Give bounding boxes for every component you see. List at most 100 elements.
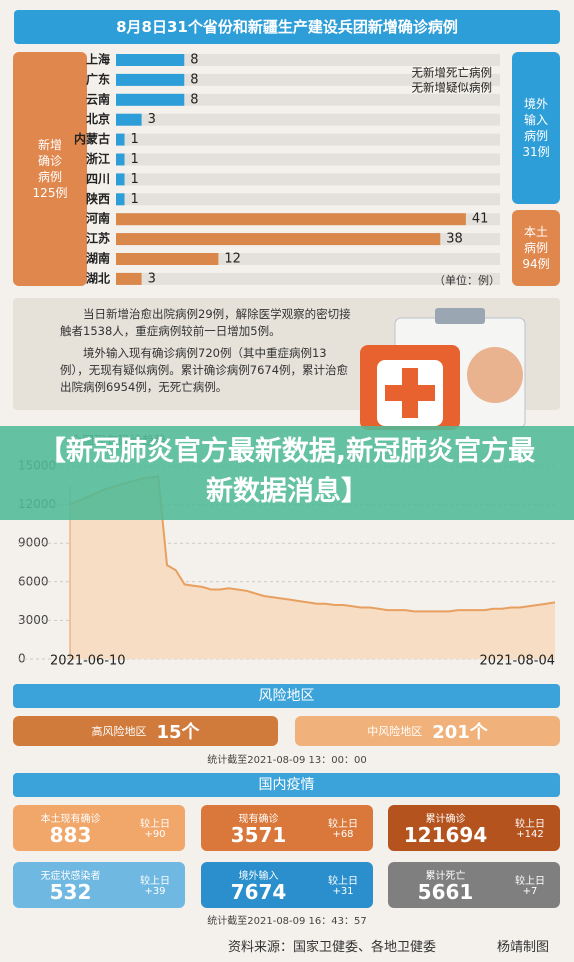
- bar: [116, 54, 185, 66]
- change-label: 较上日: [328, 819, 358, 830]
- bar-track: [116, 173, 500, 186]
- bar-track: [116, 193, 500, 206]
- note: 境外输入现有确诊病例720例（其中重症病例13例），无现有疑似病例。累计确诊病例…: [60, 346, 349, 394]
- category-label: 广东: [86, 71, 110, 86]
- total-box: 新增 确诊 病例 125例: [13, 52, 87, 286]
- stat-label: 无症状感染者: [40, 871, 101, 882]
- category-label: 内蒙古: [74, 131, 110, 146]
- annotation: 无新增死亡病例: [412, 66, 493, 80]
- change-label: 较上日: [515, 876, 545, 887]
- note: 当日新增治愈出院病例29例，解除医学观察的密切接触者1538人，重症病例较前一日…: [60, 307, 351, 338]
- trend-chart: 全国现有确诊趋势030006000900012000150002021-06-1…: [18, 433, 556, 669]
- change-label: 较上日: [515, 819, 545, 830]
- value-label: 1: [131, 132, 139, 147]
- stat-value: 3571: [230, 823, 287, 847]
- stat-value: 532: [49, 880, 92, 904]
- stat-card: 无症状感染者 532 较上日 +39: [13, 862, 185, 908]
- stat-card: 本土现有确诊 883 较上日 +90: [13, 805, 185, 851]
- stat-card: 现有确诊 3571 较上日 +68: [201, 805, 373, 851]
- stat-value: 883: [49, 823, 92, 847]
- category-label: 湖南: [86, 251, 110, 266]
- value-label: 1: [131, 172, 139, 187]
- category-label: 江苏: [86, 231, 110, 246]
- bar-track: [116, 133, 500, 146]
- stat-label: 境外输入: [238, 871, 279, 882]
- bar-track: [116, 54, 500, 66]
- risk-box: 高风险地区 15个: [13, 716, 278, 746]
- stat-label: 累计死亡: [425, 871, 466, 882]
- value-label: 3: [148, 271, 156, 286]
- value-label: 12: [224, 252, 241, 267]
- value-label: 1: [131, 192, 139, 207]
- stat-card: 累计死亡 5661 较上日 +7: [388, 862, 560, 908]
- change-value: +31: [332, 886, 354, 897]
- bar-track: [116, 93, 500, 106]
- value-label: 3: [148, 112, 156, 127]
- bar-track: [116, 73, 500, 86]
- bar-track: [116, 153, 500, 166]
- bar: [116, 193, 125, 206]
- risk-stamp: 统计截至2021-08-09 13：00：00: [207, 755, 367, 766]
- unit-note: （单位：例）: [434, 273, 500, 287]
- category-label: 上海: [86, 52, 110, 67]
- y-tick-label: 6000: [18, 574, 49, 588]
- medical-illustration: [360, 308, 526, 430]
- stat-label: 本土现有确诊: [40, 814, 101, 825]
- change-label: 较上日: [140, 819, 170, 830]
- risk-label: 中风险地区: [367, 725, 423, 738]
- value-label: 8: [190, 53, 198, 68]
- risk-value: 201个: [432, 722, 488, 743]
- category-label: 浙江: [86, 151, 110, 166]
- domestic-stamp: 统计截至2021-08-09 16：43：57: [207, 916, 367, 927]
- local-box: 本土 病例 94例: [512, 210, 560, 286]
- change-label: 较上日: [140, 876, 170, 887]
- bar: [116, 113, 142, 126]
- banner: 【新冠肺炎官方最新数据,新冠肺炎官方最新数据消息】: [0, 426, 574, 520]
- stat-card: 境外输入 7674 较上日 +31: [201, 862, 373, 908]
- y-tick-label: 3000: [18, 613, 49, 627]
- risk-box: 中风险地区 201个: [295, 716, 560, 746]
- change-value: +39: [144, 886, 166, 897]
- domestic-header: 国内疫情: [13, 773, 560, 797]
- bar-chart: 上海 8 广东 8 云南 8 北京 3 内蒙古 1 浙江 1 四川 1 陕西 1 河南 41 江苏 38 湖南 12 湖北 3…: [74, 52, 500, 287]
- bar: [116, 153, 125, 166]
- stat-label: 现有确诊: [238, 814, 279, 825]
- change-label: 较上日: [328, 876, 358, 887]
- area: [70, 476, 555, 659]
- y-tick-label: 0: [18, 652, 26, 666]
- stat-card: 累计确诊 121694 较上日 +142: [388, 805, 560, 851]
- category-label: 北京: [86, 111, 110, 126]
- risk-label: 高风险地区: [91, 725, 147, 738]
- bar: [116, 133, 125, 146]
- bar-track: [116, 272, 500, 285]
- imported-box: 境外 输入 病例 31例: [512, 52, 560, 204]
- author: 杨靖制图: [497, 940, 550, 955]
- category-label: 云南: [86, 91, 110, 106]
- y-tick-label: 9000: [18, 536, 49, 550]
- chart-title: 8月8日31个省份和新疆生产建设兵团新增确诊病例: [14, 10, 560, 44]
- stat-value: 5661: [417, 880, 474, 904]
- category-label: 河南: [85, 211, 110, 226]
- x-tick-label: 2021-08-04: [479, 654, 555, 669]
- category-label: 四川: [86, 172, 110, 186]
- risk-value: 15个: [156, 722, 200, 743]
- change-value: +7: [522, 886, 538, 897]
- source: 资料来源：国家卫健委、各地卫健委: [228, 940, 437, 955]
- bar: [116, 272, 142, 285]
- value-label: 41: [472, 212, 489, 227]
- value-label: 1: [131, 152, 139, 167]
- stat-value: 7674: [230, 880, 287, 904]
- cross: [385, 385, 435, 401]
- annotation: 无新增疑似病例: [412, 81, 493, 95]
- bar: [116, 253, 219, 265]
- stat-value: 121694: [403, 823, 488, 847]
- change-value: +68: [332, 829, 354, 840]
- change-value: +90: [144, 829, 166, 840]
- change-value: +142: [516, 829, 544, 840]
- clip: [435, 308, 485, 324]
- bar: [116, 213, 466, 226]
- category-label: 陕西: [86, 191, 110, 206]
- x-tick-label: 2021-06-10: [50, 654, 126, 669]
- bar: [116, 173, 125, 186]
